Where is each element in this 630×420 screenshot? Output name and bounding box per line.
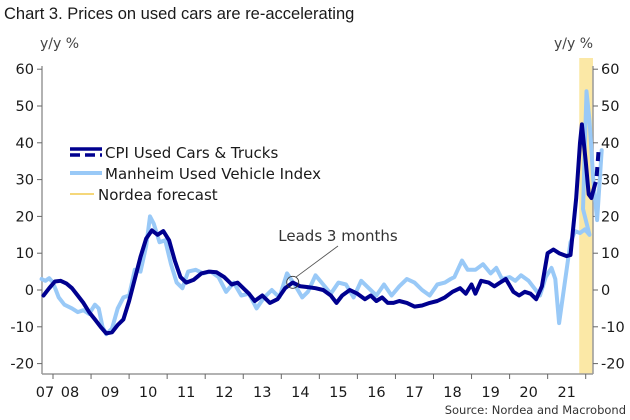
y-tick-label-right: 60 [601,62,619,78]
legend: CPI Used Cars & Trucks Manheim Used Vehic… [70,144,321,204]
legend-label: Manheim Used Vehicle Index [105,165,321,183]
y-tick-label-right: 50 [601,99,619,115]
y-tick-label-right: -20 [601,357,625,373]
x-tick-label: 07 [36,385,54,401]
x-tick-label: 18 [443,385,461,401]
chart-title: Chart 3. Prices on used cars are re-acce… [4,5,354,23]
y-tick-label-right: 40 [601,136,619,152]
x-tick-label: 19 [481,385,499,401]
y-tick-label-right: 20 [601,209,619,225]
x-tick-label: 14 [291,385,309,401]
x-tick-label: 17 [405,385,423,401]
x-tick-label: 13 [253,385,271,401]
y-tick-label-right: 30 [601,173,619,189]
y-tick-label-left: 30 [16,173,34,189]
y-tick-label-left: -20 [10,357,34,373]
series-layer [39,89,604,337]
x-tick-label: 08 [61,385,79,401]
x-tick-label: 21 [557,385,575,401]
y-tick-label-left: 0 [25,283,34,299]
x-tick-label: 11 [177,385,195,401]
legend-label: CPI Used Cars & Trucks [105,144,278,162]
y-tick-label-left: 20 [16,209,34,225]
y-unit-label-right: y/y % [554,36,593,52]
y-tick-label-right: 0 [601,283,610,299]
annotation-label: Leads 3 months [278,227,398,245]
y-tick-label-left: 40 [16,136,34,152]
y-tick-label-right: 10 [601,246,619,262]
y-tick-label-left: 10 [16,246,34,262]
annotation: Leads 3 months [278,227,398,289]
series-line-manheim [39,89,604,337]
annotation-leader-line [295,245,339,278]
y-tick-label-left: 50 [16,99,34,115]
x-tick-label: 10 [139,385,157,401]
x-tick-label: 15 [329,385,347,401]
y-tick-label-right: -10 [601,320,625,336]
series-line-cpi-forecast [591,150,601,192]
x-tick-label: 16 [367,385,385,401]
y-tick-label-left: -10 [10,320,34,336]
y-tick-label-left: 60 [16,62,34,78]
series-line-cpi [41,122,596,336]
axes: -20 -20 -10 -10 0 0 10 10 20 20 30 30 40 40 50 50 60 60 y/… [10,36,624,401]
x-tick-label: 20 [519,385,537,401]
y-unit-label-left: y/y % [40,36,79,52]
legend-label: Nordea forecast [98,186,218,204]
x-tick-label: 09 [101,385,119,401]
annotation-circle [286,275,300,289]
source-note: Source: Nordea and Macrobond [445,403,626,417]
x-tick-label: 12 [215,385,233,401]
